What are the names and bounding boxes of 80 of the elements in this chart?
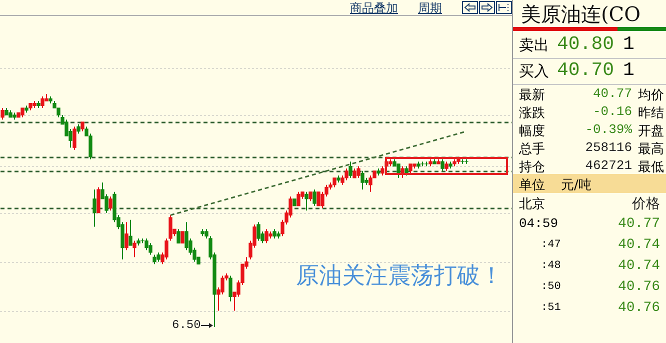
candlestick [72, 126, 76, 150]
text: 美原油连(CO [521, 1, 641, 28]
text: :51 [541, 302, 561, 314]
candlestick [308, 191, 312, 202]
text: 40.76 [618, 300, 660, 316]
candlestick [400, 166, 404, 178]
candlestick [332, 177, 336, 188]
text: 涨跌 [519, 105, 545, 122]
text: 商品叠加 [350, 0, 398, 17]
candlestick [344, 168, 348, 181]
text: 40.77 [592, 86, 632, 101]
text: 周期 [418, 0, 442, 17]
text: 开盘 [638, 123, 664, 140]
text: 最高 [638, 141, 664, 158]
text: 1 [623, 33, 634, 55]
candlestick [180, 230, 184, 244]
text: 元/吨 [561, 177, 592, 194]
text: -0.39% [585, 122, 632, 137]
text: 40.74 [618, 258, 660, 274]
candlestick [404, 166, 408, 176]
candlestick [228, 275, 232, 302]
text: 40.80 [556, 33, 614, 55]
candlestick [316, 192, 320, 206]
candlestick [440, 158, 444, 172]
text: :47 [541, 239, 561, 251]
candlestick [360, 170, 364, 190]
text: 40.76 [618, 279, 660, 295]
candlestick [20, 107, 24, 118]
annotation: 原油关注震荡打破！ [296, 262, 503, 291]
text: 价格 [632, 196, 660, 213]
candlestick [128, 219, 132, 246]
candlestick [76, 124, 80, 134]
text: 买入 [519, 62, 549, 81]
text: -0.16 [592, 104, 632, 119]
candlestick [40, 96, 44, 108]
text: 均价 [638, 87, 664, 104]
candlestick [256, 222, 260, 242]
text: 40.70 [556, 59, 614, 81]
candlestick [396, 163, 400, 178]
candlestick [304, 191, 308, 211]
text: 1 [623, 59, 634, 81]
text: :50 [541, 281, 561, 293]
candlestick [352, 168, 356, 178]
candlestick [144, 238, 148, 251]
text: 昨结 [638, 105, 664, 122]
candlestick [348, 161, 352, 178]
text: 北京 [519, 196, 545, 213]
candlestick [444, 161, 448, 172]
candlestick [272, 228, 276, 239]
candlestick [356, 166, 360, 178]
candlestick [0, 107, 4, 120]
text: 卖出 [519, 36, 549, 55]
annotation: 6.50 [172, 318, 201, 332]
text: 最低 [638, 159, 664, 176]
text: 04:59 [519, 216, 558, 231]
text: 最新 [519, 87, 545, 104]
candlestick [92, 189, 96, 228]
text: 40.74 [618, 237, 660, 253]
text: 持仓 [519, 159, 545, 176]
candlestick [264, 228, 268, 244]
candlestick [148, 242, 152, 256]
candlestick [176, 228, 180, 244]
text: 258116 [585, 140, 632, 155]
candlestick [80, 121, 84, 132]
candlestick [408, 163, 412, 174]
text: 总手 [519, 141, 545, 158]
text: 单位 [519, 177, 545, 194]
candlestick [124, 222, 128, 251]
candlestick [108, 196, 112, 211]
candlestick [312, 189, 316, 206]
candlestick [132, 240, 136, 258]
candlestick [296, 191, 300, 206]
text: 40.77 [618, 216, 660, 232]
candlestick [96, 186, 100, 214]
candlestick [152, 254, 156, 265]
candlestick [156, 252, 160, 262]
candlestick [184, 222, 188, 251]
text: :48 [541, 260, 561, 272]
text: 462721 [585, 158, 632, 173]
text: 幅度 [519, 123, 545, 140]
